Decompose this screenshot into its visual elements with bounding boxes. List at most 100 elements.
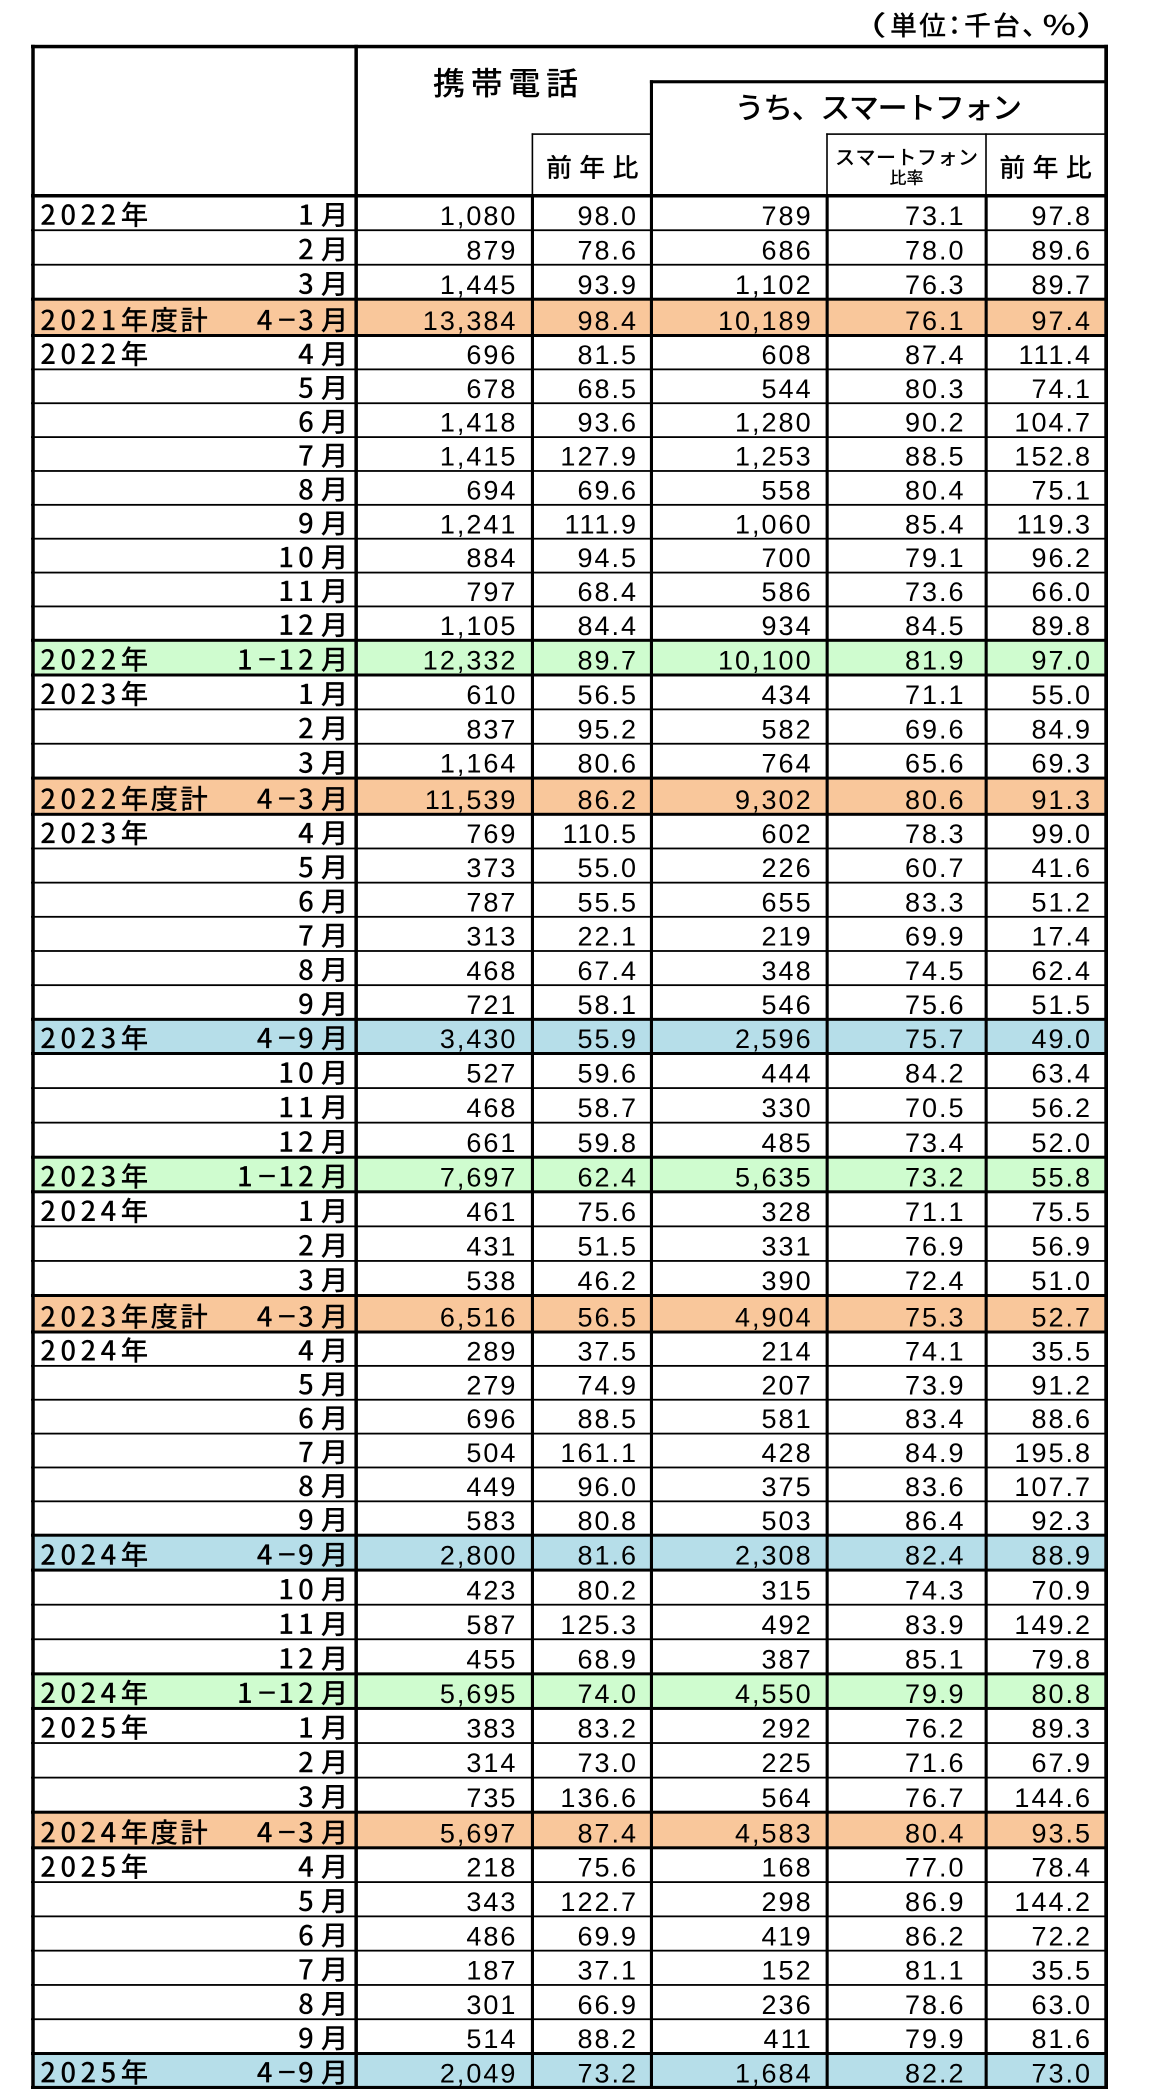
svg-text:72.4: 72.4 [905,1266,966,1296]
svg-text:13,384: 13,384 [423,306,518,336]
svg-text:1,253: 1,253 [735,442,813,472]
svg-text:85.1: 85.1 [905,1645,966,1675]
svg-text:63.0: 63.0 [1031,1990,1092,2020]
svg-text:73.0: 73.0 [1031,2058,1092,2088]
svg-text:343: 343 [466,1887,517,1917]
svg-text:62.4: 62.4 [577,1162,638,1192]
svg-text:41.6: 41.6 [1031,853,1092,883]
svg-text:69.3: 69.3 [1031,749,1092,779]
svg-text:84.2: 84.2 [905,1059,966,1089]
svg-text:89.8: 89.8 [1031,611,1092,641]
svg-text:1,684: 1,684 [735,2058,813,2088]
svg-text:122.7: 122.7 [560,1887,638,1917]
svg-text:86.4: 86.4 [905,1506,966,1536]
svg-text:92.3: 92.3 [1031,1506,1092,1536]
svg-text:419: 419 [762,1921,813,1951]
svg-text:66.9: 66.9 [577,1990,638,2020]
svg-text:375: 375 [762,1472,813,1502]
svg-text:95.2: 95.2 [577,714,638,744]
svg-text:78.0: 78.0 [905,235,966,265]
svg-text:449: 449 [466,1472,517,1502]
svg-text:65.6: 65.6 [905,749,966,779]
svg-text:348: 348 [762,956,813,986]
svg-text:93.6: 93.6 [577,408,638,438]
svg-text:797: 797 [466,577,517,607]
svg-text:84.4: 84.4 [577,611,638,641]
svg-text:455: 455 [466,1645,517,1675]
svg-text:504: 504 [466,1438,517,1468]
svg-text:17.4: 17.4 [1031,922,1092,952]
svg-text:56.9: 56.9 [1031,1232,1092,1262]
svg-text:581: 581 [762,1404,813,1434]
svg-text:735: 735 [466,1783,517,1813]
svg-text:168: 168 [762,1853,813,1883]
svg-text:56.5: 56.5 [577,1303,638,1333]
svg-text:78.4: 78.4 [1031,1853,1092,1883]
svg-text:161.1: 161.1 [560,1438,638,1468]
svg-text:514: 514 [466,2024,517,2054]
svg-text:80.4: 80.4 [905,1818,966,1848]
svg-text:76.2: 76.2 [905,1714,966,1744]
svg-text:79.9: 79.9 [905,1679,966,1709]
svg-text:119.3: 119.3 [1016,509,1092,539]
svg-text:586: 586 [762,577,813,607]
svg-text:10,189: 10,189 [718,306,813,336]
svg-text:74.9: 74.9 [577,1370,638,1400]
svg-text:74.1: 74.1 [905,1337,966,1367]
svg-text:55.0: 55.0 [1031,680,1092,710]
svg-text:78.3: 78.3 [905,819,966,849]
svg-text:428: 428 [762,1438,813,1468]
svg-text:9,302: 9,302 [735,785,813,815]
svg-text:582: 582 [762,714,813,744]
svg-text:564: 564 [762,1783,813,1813]
svg-text:125.3: 125.3 [560,1610,638,1640]
svg-text:3,430: 3,430 [440,1024,518,1054]
svg-text:1,080: 1,080 [440,201,518,231]
svg-text:35.5: 35.5 [1031,1337,1092,1367]
svg-text:587: 587 [466,1610,517,1640]
svg-text:2,596: 2,596 [735,1024,813,1054]
svg-text:313: 313 [466,922,517,952]
svg-text:86.2: 86.2 [905,1921,966,1951]
svg-text:152.8: 152.8 [1014,442,1092,472]
svg-text:84.9: 84.9 [905,1438,966,1468]
svg-text:78.6: 78.6 [905,1990,966,2020]
svg-text:62.4: 62.4 [1031,956,1092,986]
svg-text:91.3: 91.3 [1031,785,1092,815]
svg-text:80.6: 80.6 [577,749,638,779]
svg-text:80.8: 80.8 [1031,1679,1092,1709]
svg-text:10,100: 10,100 [718,646,813,676]
svg-text:72.2: 72.2 [1031,1921,1092,1951]
svg-text:73.4: 73.4 [905,1128,966,1158]
svg-text:59.6: 59.6 [577,1059,638,1089]
svg-text:71.1: 71.1 [905,1197,966,1227]
svg-text:655: 655 [762,887,813,917]
svg-text:97.0: 97.0 [1031,646,1092,676]
svg-text:837: 837 [466,714,517,744]
svg-text:75.6: 75.6 [577,1197,638,1227]
svg-text:11,539: 11,539 [425,785,518,815]
svg-text:390: 390 [762,1266,813,1296]
svg-text:383: 383 [466,1714,517,1744]
svg-text:538: 538 [466,1266,517,1296]
svg-text:89.3: 89.3 [1031,1714,1092,1744]
svg-text:69.9: 69.9 [905,922,966,952]
svg-text:187: 187 [466,1956,517,1986]
svg-text:486: 486 [466,1921,517,1951]
svg-text:56.5: 56.5 [577,680,638,710]
svg-text:84.9: 84.9 [1031,714,1092,744]
svg-text:136.6: 136.6 [560,1783,638,1813]
svg-text:35.5: 35.5 [1031,1956,1092,1986]
svg-text:75.3: 75.3 [905,1303,966,1333]
svg-text:66.0: 66.0 [1031,577,1092,607]
svg-text:696: 696 [466,340,517,370]
svg-text:80.3: 80.3 [905,374,966,404]
svg-text:58.7: 58.7 [577,1093,638,1123]
svg-text:2,308: 2,308 [735,1541,813,1571]
svg-text:69.6: 69.6 [577,475,638,505]
svg-text:55.5: 55.5 [577,887,638,917]
svg-text:73.1: 73.1 [905,201,966,231]
svg-text:214: 214 [762,1337,813,1367]
svg-text:884: 884 [466,543,517,573]
svg-text:73.2: 73.2 [577,2058,638,2088]
